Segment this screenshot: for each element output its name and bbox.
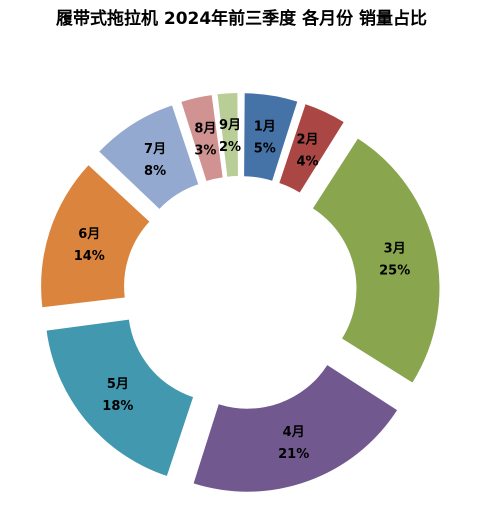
segment-value-label-1: 5% bbox=[254, 141, 276, 156]
segment-value-label-4: 21% bbox=[278, 447, 309, 462]
donut-segment-7 bbox=[99, 105, 199, 209]
chart-title: 履带式拖拉机 2024年前三季度 各月份 销量占比 bbox=[55, 9, 428, 29]
donut-segment-3 bbox=[312, 138, 440, 383]
donut-segment-4 bbox=[193, 365, 398, 492]
segment-value-label-2: 4% bbox=[296, 155, 318, 170]
donut-segments bbox=[41, 93, 440, 492]
segment-category-label-8: 8月 bbox=[194, 121, 216, 136]
segment-category-label-2: 2月 bbox=[296, 133, 318, 148]
segment-category-label-4: 4月 bbox=[283, 425, 305, 440]
segment-category-label-6: 6月 bbox=[78, 227, 100, 242]
segment-category-label-9: 9月 bbox=[219, 118, 241, 133]
donut-segment-5 bbox=[46, 319, 194, 476]
segment-category-label-3: 3月 bbox=[384, 241, 406, 256]
segment-value-label-5: 18% bbox=[102, 399, 133, 414]
donut-segment-8 bbox=[181, 95, 223, 181]
segment-value-label-6: 14% bbox=[74, 249, 105, 264]
segment-category-label-5: 5月 bbox=[107, 377, 129, 392]
donut-segment-6 bbox=[41, 165, 150, 308]
donut-segment-1 bbox=[244, 93, 298, 181]
segment-category-label-7: 7月 bbox=[144, 142, 166, 157]
segment-value-label-8: 3% bbox=[194, 143, 216, 158]
segment-value-label-7: 8% bbox=[144, 164, 166, 179]
donut-segment-9 bbox=[217, 93, 238, 177]
segment-category-label-1: 1月 bbox=[254, 119, 276, 134]
segment-value-label-9: 2% bbox=[219, 140, 241, 155]
donut-segment-2 bbox=[279, 104, 344, 193]
segment-labels: 1月 5% 2月 4% 3月 25% 4月 21% 5月 18% 6月 14% 7月 8% 8月 3%9月 2% bbox=[74, 118, 411, 462]
segment-value-label-3: 25% bbox=[379, 263, 410, 278]
